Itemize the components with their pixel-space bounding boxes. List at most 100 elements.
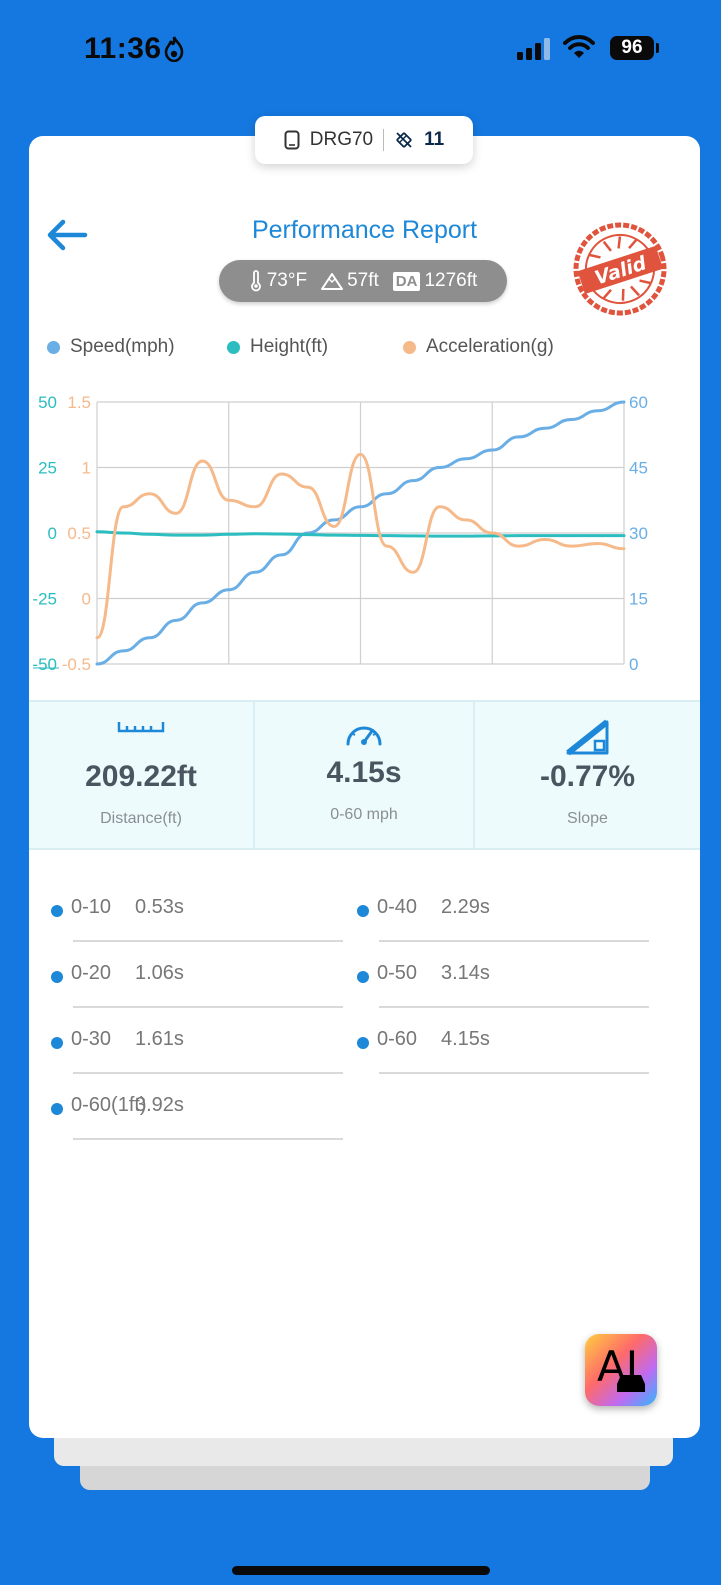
back-arrow-icon[interactable] [45, 218, 89, 252]
cellular-signal-icon [517, 38, 550, 60]
device-icon [284, 130, 300, 150]
split-dot [51, 971, 63, 983]
legend-acceleration-label: Acceleration(g) [426, 336, 554, 357]
stat-slope-label: Slope [567, 810, 608, 827]
height-axis-tick: -25 [32, 590, 57, 609]
split-dot [357, 905, 369, 917]
satellite-count: 11 [424, 129, 445, 150]
acceleration-axis-tick: -0.5 [62, 655, 91, 674]
acceleration-series-line [95, 452, 626, 640]
wifi-icon [563, 35, 595, 58]
altitude-item: 57ft [321, 270, 379, 292]
ai-assistant-button[interactable]: AI [585, 1334, 657, 1406]
split-time: 0.53s [135, 896, 184, 918]
split-name: 0-60 [377, 1028, 418, 1050]
acceleration-axis-tick: 0.5 [67, 524, 91, 543]
chart-legend: Speed(mph) Height(ft) Acceleration(g) [47, 336, 687, 360]
split-name: 0-40 [377, 896, 418, 918]
conditions-pill: 73°F 57ft DA 1276ft [219, 260, 507, 302]
stat-0-60: 4.15s 0-60 mph [253, 702, 473, 848]
speed-axis-tick: 0 [629, 655, 638, 674]
split-name: 0-30 [71, 1028, 112, 1050]
legend-speed-label: Speed(mph) [70, 336, 175, 357]
stat-slope: -0.77% Slope [473, 702, 700, 848]
acceleration-axis-tick: 0 [82, 590, 91, 609]
height-axis-tick: -50 [32, 655, 57, 674]
stats-panel: 209.22ft Distance(ft) 4.15s 0-60 mph -0.… [29, 700, 700, 850]
split-divider [73, 1138, 343, 1140]
split-row: 0-40 2.29s [357, 896, 649, 962]
split-dot [51, 1037, 63, 1049]
legend-height-dot [227, 340, 240, 354]
split-dot [51, 1103, 63, 1115]
split-row: 0-10 0.53s [51, 896, 343, 962]
density-altitude-value: 1276ft [424, 270, 478, 291]
split-divider [73, 1072, 343, 1074]
valid-stamp-icon: Valid [573, 222, 667, 316]
stat-slope-value: -0.77% [539, 760, 636, 793]
legend-speed: Speed(mph) [47, 336, 175, 358]
split-divider [73, 940, 343, 942]
device-pill[interactable]: DRG70 11 [255, 116, 473, 164]
speed-axis-tick: 45 [629, 459, 648, 478]
split-divider [379, 1072, 649, 1074]
height-axis-tick: 0 [48, 524, 57, 543]
stat-distance: 209.22ft Distance(ft) [29, 702, 253, 848]
split-time: 3.14s [441, 962, 490, 984]
split-name: 0-60(1ft) [71, 1094, 147, 1116]
split-row: 0-30 1.61s [51, 1028, 343, 1094]
device-name: DRG70 [309, 129, 374, 150]
speed-series-line [95, 400, 626, 666]
stat-distance-value: 209.22ft [85, 760, 197, 793]
altitude-value: 57ft [347, 270, 379, 291]
mountain-icon [321, 273, 344, 290]
acceleration-axis-tick: 1 [82, 459, 91, 478]
split-divider [379, 940, 649, 942]
height-axis-tick: 25 [38, 459, 57, 478]
split-row: 0-60(1ft) 3.92s [51, 1094, 343, 1160]
height-series-line [95, 530, 626, 538]
car-icon [617, 1375, 645, 1392]
legend-speed-dot [47, 340, 60, 354]
legend-height: Height(ft) [227, 336, 328, 358]
split-time: 1.61s [135, 1028, 184, 1050]
speed-axis-tick: 15 [629, 590, 648, 609]
page-title: Performance Report [251, 216, 478, 244]
speed-axis-tick: 60 [629, 393, 648, 412]
split-time: 3.92s [135, 1094, 184, 1116]
stat-0-60-label: 0-60 mph [330, 806, 398, 823]
split-dot [357, 1037, 369, 1049]
legend-acceleration: Acceleration(g) [403, 336, 554, 358]
slope-icon [565, 719, 609, 756]
report-card: Performance Report 73°F 57ft DA 1276ft [29, 136, 700, 1438]
split-row: 0-50 3.14s [357, 962, 649, 1028]
stat-distance-label: Distance(ft) [100, 810, 182, 827]
split-row: 0-60 4.15s [357, 1028, 649, 1094]
split-dot [51, 905, 63, 917]
device-pill-divider [383, 129, 385, 151]
split-name: 0-20 [71, 962, 112, 984]
speed-axis-tick: 30 [629, 524, 648, 543]
split-name: 0-10 [71, 896, 112, 918]
satellite-icon [396, 132, 412, 148]
split-name: 0-50 [377, 962, 418, 984]
ruler-icon [117, 722, 165, 733]
status-bar: 11:36 96 [0, 0, 721, 100]
temperature-value: 73°F [266, 270, 308, 291]
da-badge: DA [392, 271, 421, 291]
stat-0-60-value: 4.15s [326, 756, 402, 789]
split-divider [73, 1006, 343, 1008]
split-time: 2.29s [441, 896, 490, 918]
performance-chart: 50 25 0 -25 -50 1.5 1 0.5 0 -0.5 60 45 30 15 0 [32, 393, 648, 674]
split-time: 1.06s [135, 962, 184, 984]
split-divider [379, 1006, 649, 1008]
temperature-item: 73°F [249, 270, 307, 292]
height-axis-tick: 50 [38, 393, 57, 412]
speedometer-icon [346, 726, 382, 746]
home-indicator [232, 1566, 490, 1575]
thermometer-icon [250, 270, 261, 292]
density-altitude-item: DA 1276ft [392, 270, 478, 292]
split-time: 4.15s [441, 1028, 490, 1050]
legend-height-label: Height(ft) [250, 336, 329, 357]
acceleration-axis-tick: 1.5 [67, 393, 91, 412]
